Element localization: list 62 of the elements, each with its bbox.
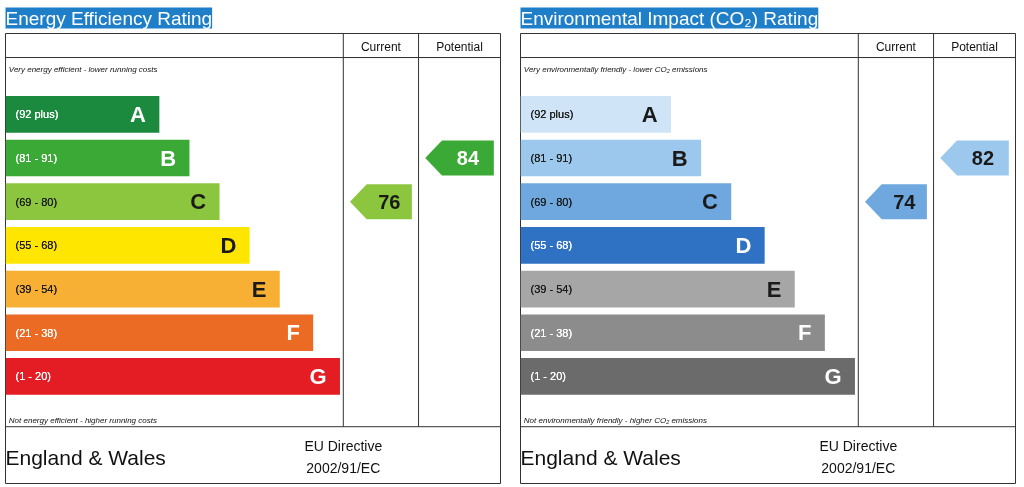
chart-title: Energy Efficiency Rating bbox=[5, 7, 213, 29]
bar bbox=[5, 139, 190, 177]
bar bbox=[5, 183, 220, 221]
y-tick-label: (92 plus) bbox=[15, 108, 59, 121]
text: Potential bbox=[436, 39, 483, 54]
text: 82 bbox=[971, 147, 995, 170]
text: 84 bbox=[456, 147, 480, 170]
text: England & Wales bbox=[5, 445, 166, 469]
y-tick-label: (39 - 54) bbox=[530, 283, 573, 296]
annotation: E bbox=[251, 276, 267, 302]
text: Very environmentally friendly - lower CO₂ emissions bbox=[523, 65, 708, 75]
annotation: D bbox=[735, 232, 752, 258]
text: Very energy efficient - lower running costs bbox=[8, 65, 158, 75]
bar bbox=[5, 227, 250, 264]
annotation: F bbox=[286, 320, 300, 346]
bar bbox=[5, 314, 314, 352]
annotation: E bbox=[766, 276, 782, 302]
bar bbox=[520, 227, 765, 264]
y-tick-label: (55 - 68) bbox=[15, 239, 58, 252]
text: 76 bbox=[378, 190, 401, 213]
y-tick-label: (21 - 38) bbox=[530, 326, 573, 339]
bar bbox=[5, 95, 160, 133]
text: Current bbox=[360, 39, 402, 54]
y-tick-label: (1 - 20) bbox=[530, 370, 566, 383]
text: England & Wales bbox=[520, 445, 681, 469]
text: Not environmentally friendly - higher CO₂ emissions bbox=[523, 415, 707, 425]
text: 74 bbox=[893, 190, 917, 213]
y-tick-label: (69 - 80) bbox=[530, 195, 573, 208]
y-tick-label: (81 - 91) bbox=[530, 152, 573, 165]
chart-title: Environmental Impact (CO₂) Rating bbox=[520, 7, 819, 29]
annotation: G bbox=[824, 363, 842, 389]
annotation: C bbox=[190, 189, 207, 215]
text: 2002/91/EC bbox=[821, 460, 896, 477]
bar bbox=[520, 139, 702, 177]
y-tick-label: (55 - 68) bbox=[530, 239, 573, 252]
y-tick-label: (69 - 80) bbox=[15, 195, 58, 208]
annotation: C bbox=[701, 189, 718, 215]
y-tick-label: (81 - 91) bbox=[15, 152, 58, 165]
y-tick-label: (39 - 54) bbox=[15, 283, 58, 296]
text: EU Directive bbox=[304, 438, 383, 455]
bar bbox=[5, 270, 280, 308]
annotation: D bbox=[220, 232, 237, 258]
annotation: F bbox=[798, 320, 812, 346]
y-tick-label: (92 plus) bbox=[530, 108, 574, 121]
bar bbox=[520, 270, 795, 308]
annotation: A bbox=[641, 101, 658, 127]
annotation: G bbox=[309, 363, 327, 389]
annotation: B bbox=[160, 145, 177, 171]
bar bbox=[5, 358, 340, 395]
y-tick-label: (1 - 20) bbox=[15, 370, 51, 383]
annotation: B bbox=[671, 145, 688, 171]
annotation: A bbox=[130, 101, 147, 127]
bar bbox=[520, 95, 672, 133]
text: Not energy efficient - higher running costs bbox=[8, 415, 157, 425]
bar bbox=[520, 314, 825, 352]
text: 2002/91/EC bbox=[306, 460, 381, 477]
text: Current bbox=[875, 39, 917, 54]
text: Potential bbox=[951, 39, 998, 54]
bar bbox=[520, 183, 732, 221]
text: EU Directive bbox=[819, 438, 898, 455]
y-tick-label: (21 - 38) bbox=[15, 326, 58, 339]
bar bbox=[520, 358, 855, 395]
